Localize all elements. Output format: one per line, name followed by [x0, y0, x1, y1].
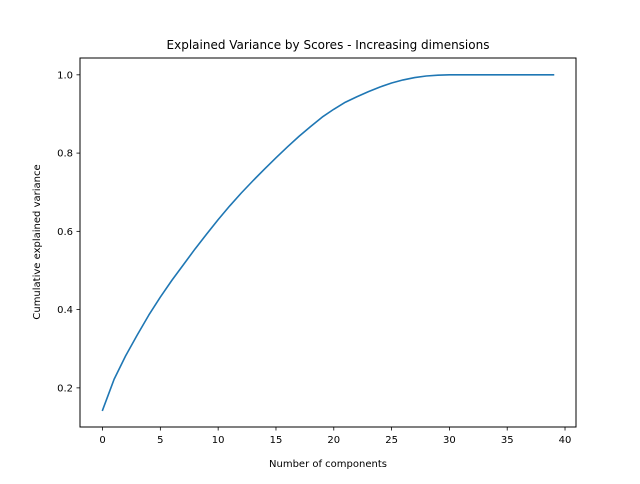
x-tick-label: 30 [443, 435, 456, 446]
x-tick-label: 15 [270, 435, 283, 446]
y-tick-label: 0.4 [57, 305, 73, 316]
x-axis-label: Number of components [269, 459, 387, 470]
plot-area: 0 5 10 15 20 25 30 35 40 0.2 0.4 0.6 0.8 1.0 [57, 57, 577, 446]
x-tick-label: 20 [327, 435, 340, 446]
y-tick-label: 0.6 [57, 227, 73, 238]
chart-title: Explained Variance by Scores - Increasin… [167, 38, 490, 52]
plot-frame [79, 57, 577, 428]
y-tick-label: 0.8 [57, 149, 73, 160]
y-axis-label: Cumulative explained variance [32, 164, 43, 319]
x-tick-label: 40 [559, 435, 572, 446]
x-tick-label: 5 [157, 435, 163, 446]
y-tick-label: 1.0 [57, 70, 73, 81]
y-tick-label: 0.2 [57, 383, 73, 394]
x-tick-label: 35 [501, 435, 514, 446]
series-line-0 [101, 74, 555, 412]
x-tick-label: 10 [212, 435, 225, 446]
x-tick-label: 25 [385, 435, 398, 446]
x-tick-label: 0 [99, 435, 105, 446]
